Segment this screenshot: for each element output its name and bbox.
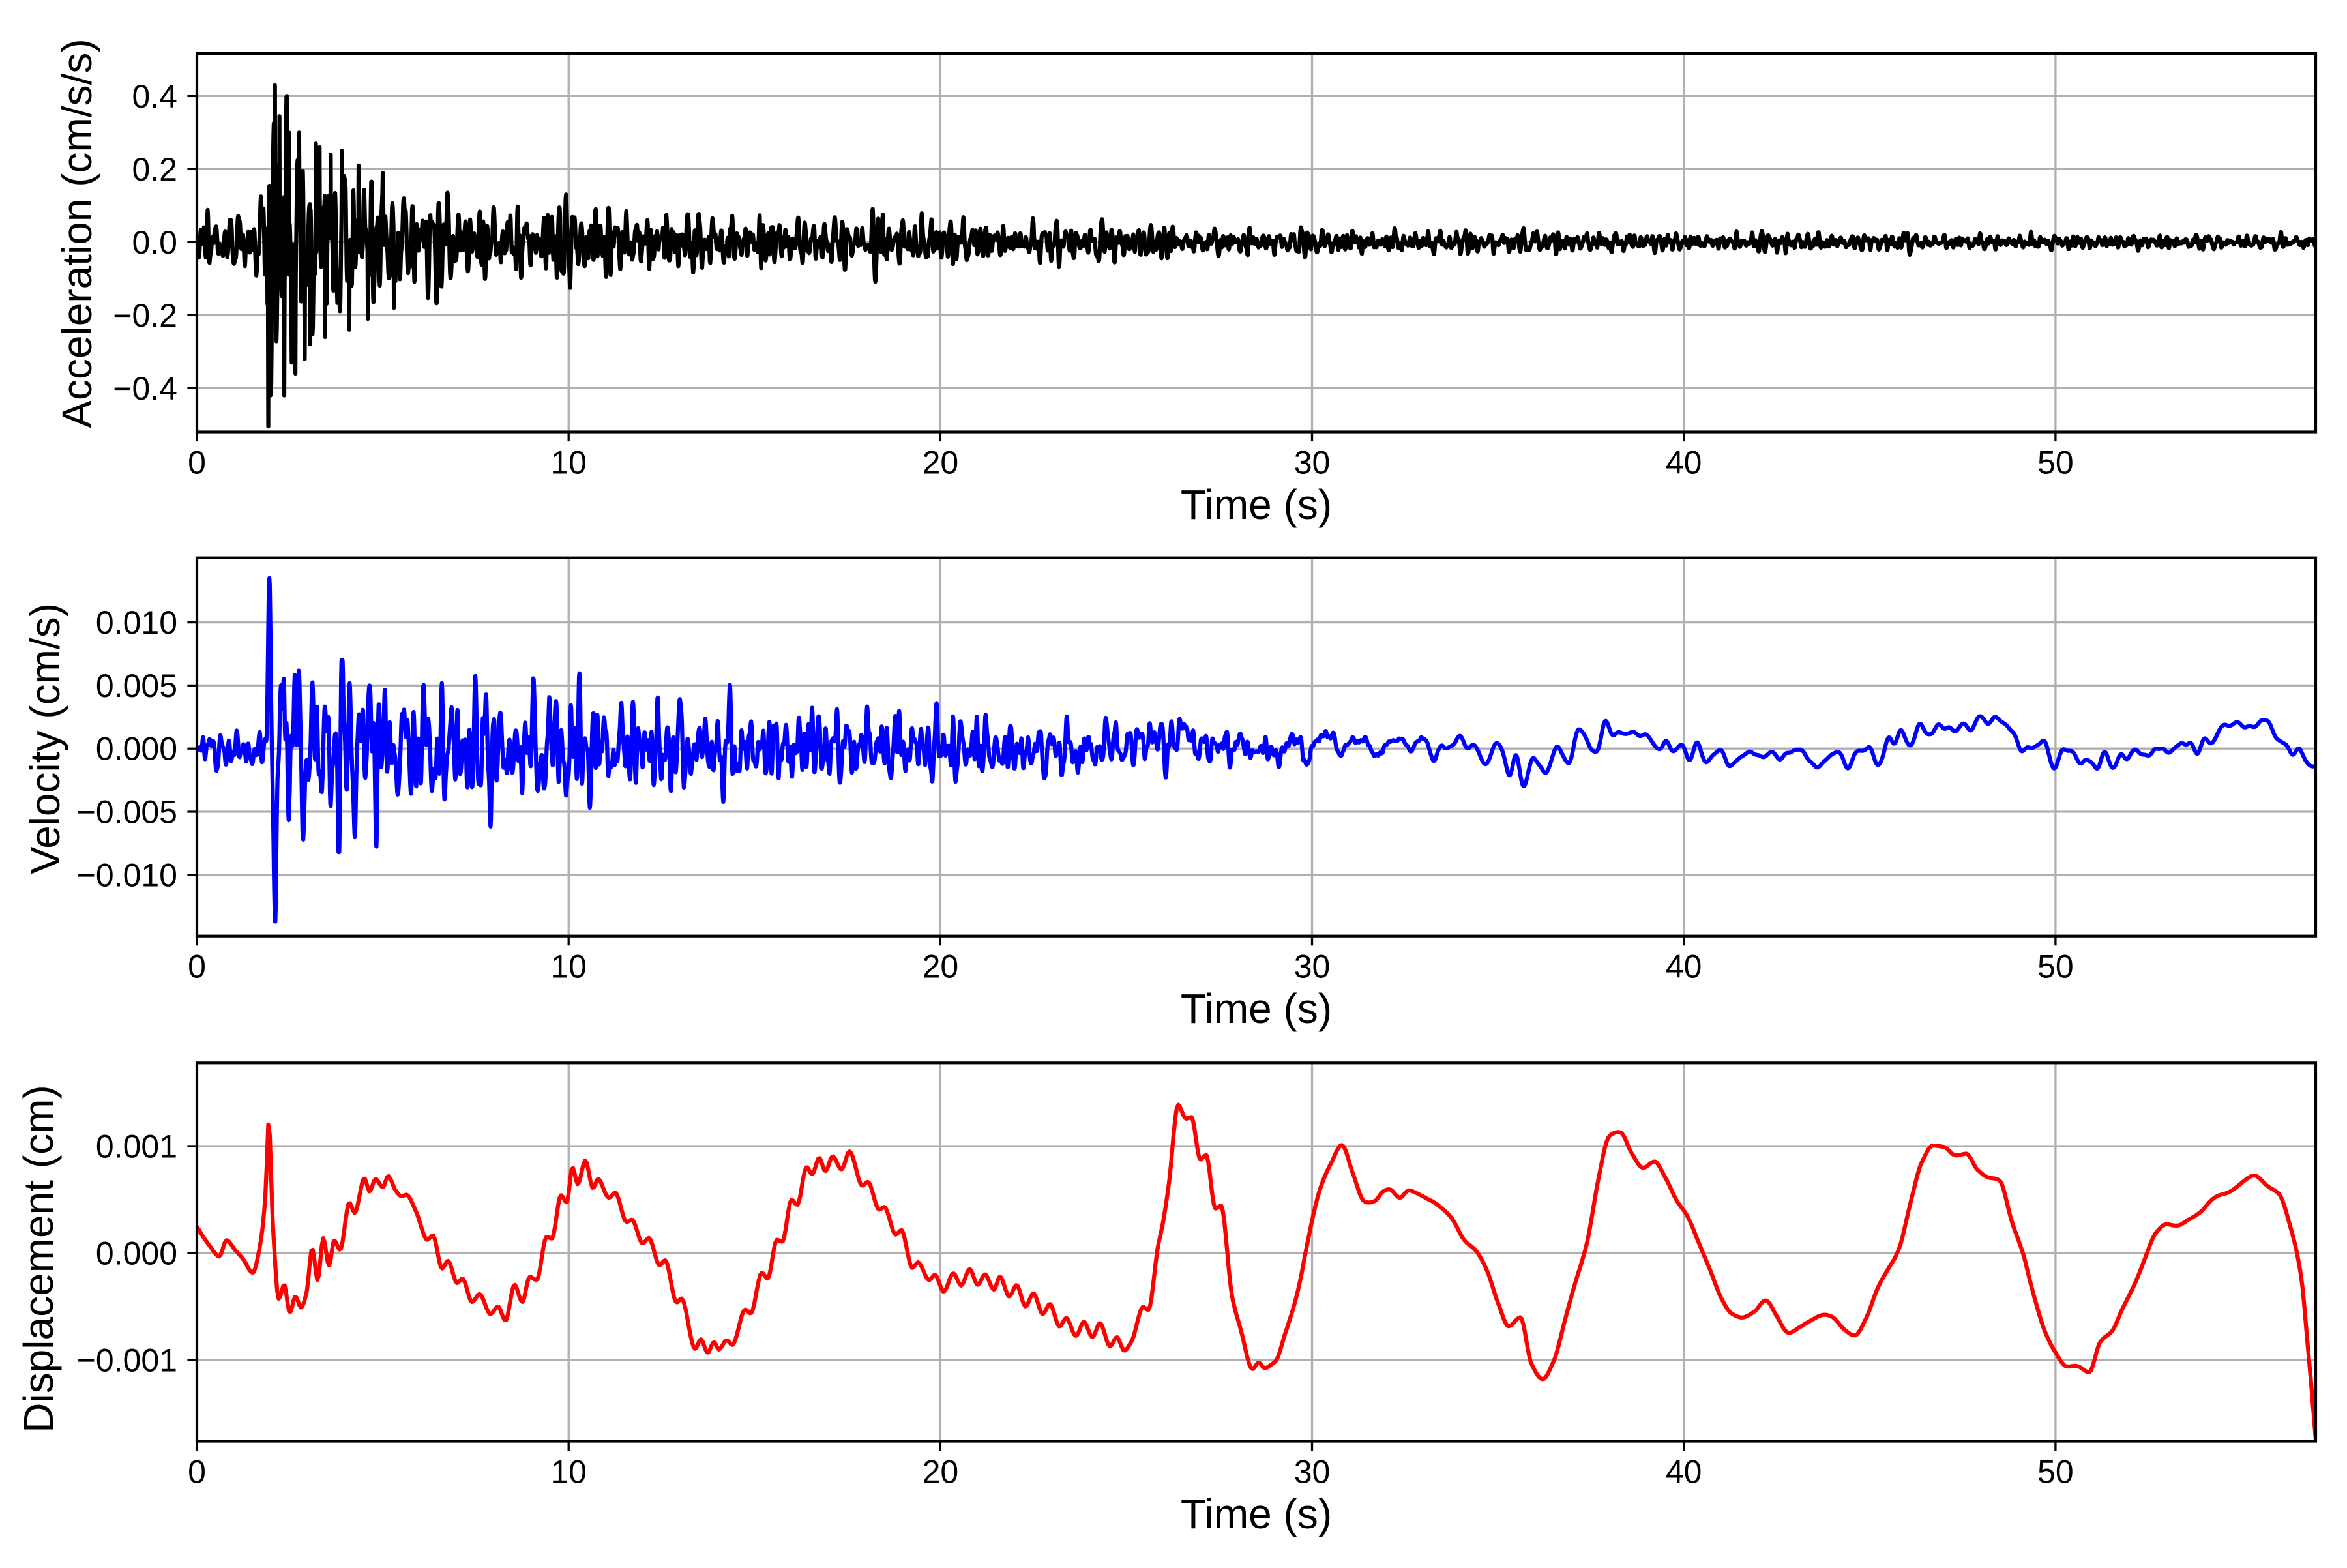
- svg-text:50: 50: [2037, 949, 2074, 985]
- svg-text:0.000: 0.000: [96, 731, 177, 767]
- svg-text:10: 10: [550, 1454, 587, 1490]
- svg-text:−0.001: −0.001: [77, 1342, 177, 1379]
- svg-text:40: 40: [1666, 949, 1702, 985]
- svg-text:30: 30: [1294, 949, 1331, 985]
- svg-text:20: 20: [923, 445, 959, 481]
- svg-text:20: 20: [923, 1454, 959, 1490]
- svg-text:20: 20: [923, 949, 959, 985]
- svg-text:0: 0: [188, 445, 206, 481]
- svg-text:40: 40: [1666, 445, 1702, 481]
- svg-text:0.0: 0.0: [132, 224, 177, 261]
- svg-text:50: 50: [2037, 1454, 2074, 1490]
- svg-text:10: 10: [550, 445, 587, 481]
- svg-text:30: 30: [1294, 1454, 1331, 1490]
- svg-text:40: 40: [1666, 1454, 1702, 1490]
- svg-text:Acceleration (cm/s/s): Acceleration (cm/s/s): [53, 38, 100, 428]
- svg-text:Displacement (cm): Displacement (cm): [15, 1085, 62, 1432]
- svg-text:Velocity (cm/s): Velocity (cm/s): [22, 603, 68, 874]
- svg-text:Time (s): Time (s): [1181, 985, 1332, 1032]
- svg-text:50: 50: [2037, 445, 2074, 481]
- svg-text:0.005: 0.005: [96, 668, 177, 704]
- svg-text:0.4: 0.4: [132, 78, 177, 115]
- svg-text:Time (s): Time (s): [1181, 481, 1332, 528]
- svg-text:−0.005: −0.005: [77, 794, 177, 831]
- svg-text:−0.4: −0.4: [113, 370, 177, 407]
- svg-text:0.2: 0.2: [132, 151, 177, 188]
- svg-text:−0.2: −0.2: [113, 297, 177, 334]
- svg-text:0.000: 0.000: [96, 1235, 177, 1272]
- svg-text:−0.010: −0.010: [77, 857, 177, 893]
- svg-text:0.001: 0.001: [96, 1129, 177, 1165]
- svg-text:0: 0: [188, 1454, 206, 1490]
- svg-text:Time (s): Time (s): [1181, 1490, 1332, 1537]
- svg-text:10: 10: [550, 949, 587, 985]
- svg-text:0: 0: [188, 949, 206, 985]
- svg-text:30: 30: [1294, 445, 1331, 481]
- svg-text:0.010: 0.010: [96, 604, 177, 641]
